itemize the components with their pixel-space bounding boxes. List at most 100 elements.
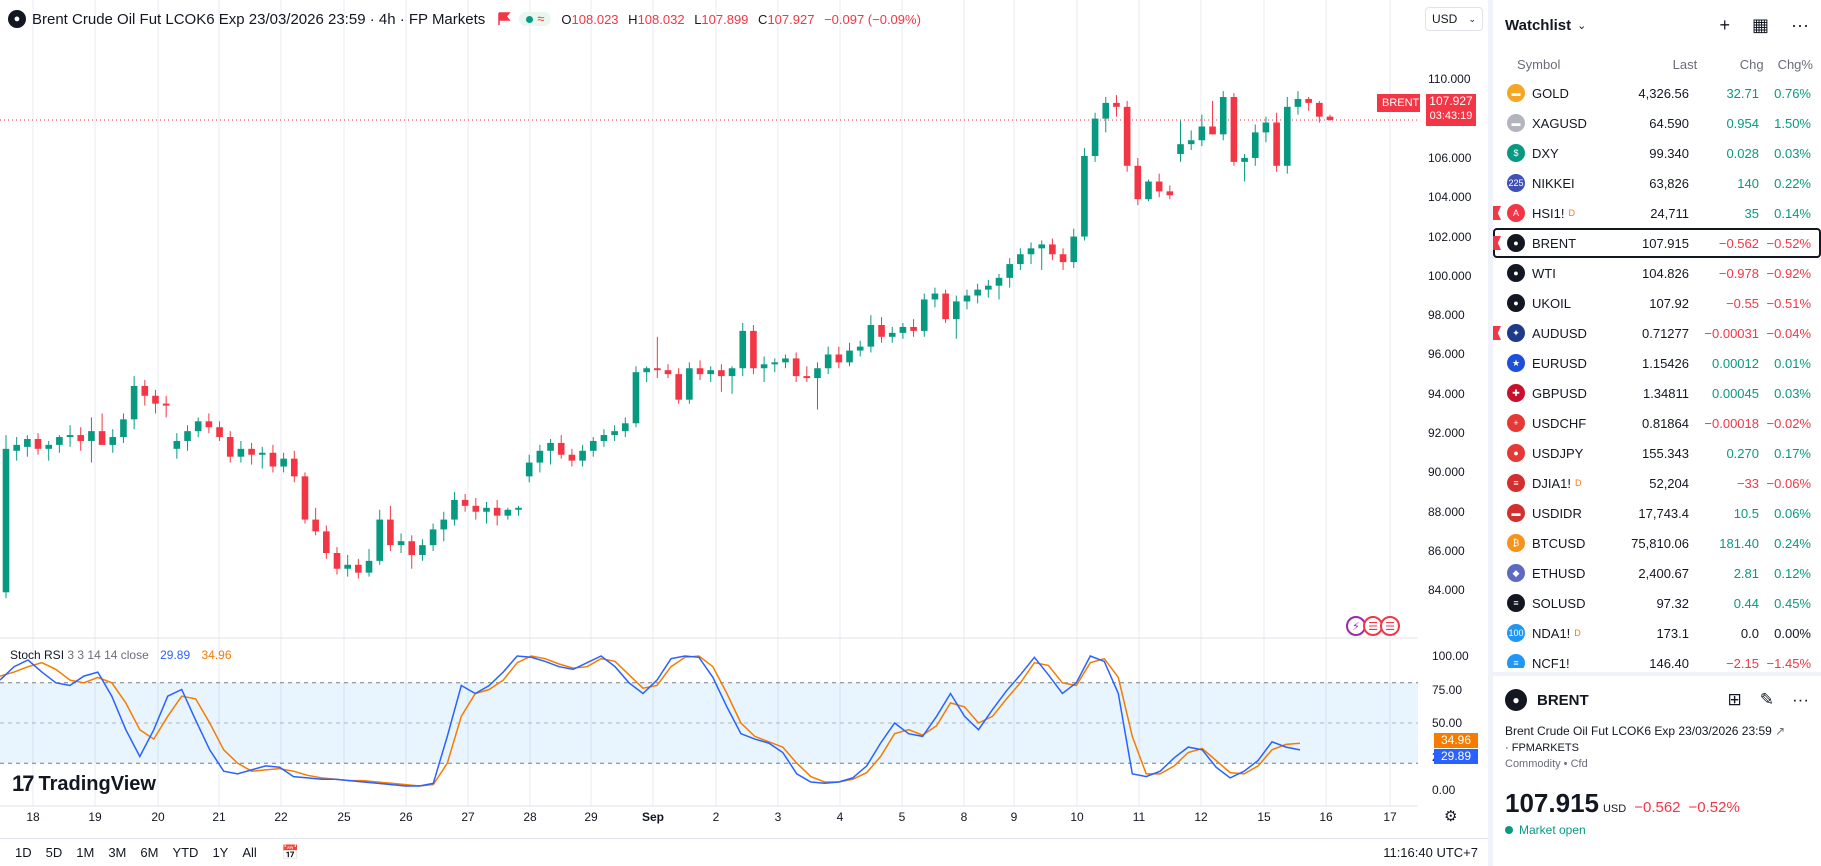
watchlist-row-wti[interactable]: ● WTI 104.826 −0.978 −0.92% <box>1493 258 1821 288</box>
chevron-down-icon[interactable]: ⌄ <box>1577 19 1587 32</box>
watchlist-row-usdchf[interactable]: + USDCHF 0.81864 −0.00018 −0.02% <box>1493 408 1821 438</box>
candle-body <box>365 560 373 573</box>
tradingview-logo[interactable]: 17 TradingView <box>12 771 156 797</box>
details-price: 107.915 <box>1505 788 1599 818</box>
advanced-view-icon[interactable]: ▦ <box>1752 14 1770 35</box>
ch-flag-icon: + <box>1507 414 1525 432</box>
candle-body <box>867 325 875 347</box>
watchlist-row-nikkei[interactable]: 225 NIKKEI 63,826 140 0.22% <box>1493 168 1821 198</box>
symbol-text: EURUSD <box>1532 355 1587 371</box>
range-button-1m[interactable]: 1M <box>76 845 95 860</box>
watchlist-symbol: 100 NDA1! D <box>1507 624 1609 642</box>
oscillator-tick: 0.00 <box>1432 783 1456 797</box>
symbol-text: GBPUSD <box>1532 385 1587 401</box>
column-last[interactable]: Last <box>1672 56 1698 72</box>
gb-flag-icon: ✚ <box>1507 384 1525 402</box>
watchlist-row-xagusd[interactable]: ▬ XAGUSD 64.590 0.954 1.50% <box>1493 108 1821 138</box>
range-button-3m[interactable]: 3M <box>108 845 127 860</box>
watchlist-row-dxy[interactable]: $ DXY 99.340 0.028 0.03% <box>1493 138 1821 168</box>
column-symbol[interactable]: Symbol <box>1517 56 1561 72</box>
market-status[interactable]: Market open <box>1493 819 1821 841</box>
details-symbol[interactable]: BRENT <box>1537 691 1589 709</box>
legend-title[interactable]: Brent Crude Oil Fut LCOK6 Exp 23/03/2026… <box>32 10 486 28</box>
more-options-icon[interactable]: ··· <box>1792 690 1809 709</box>
price-scale[interactable]: 110.000108.000106.000104.000102.000100.0… <box>1418 40 1488 640</box>
range-button-6m[interactable]: 6M <box>140 845 159 860</box>
column-chg[interactable]: Chg <box>1739 56 1764 72</box>
market-status-pill[interactable]: ≈ <box>519 12 552 26</box>
add-symbol-icon[interactable]: + <box>1719 14 1730 35</box>
watchlist-row-djia1[interactable]: ≡ DJIA1! D 52,204 −33 −0.06% <box>1493 468 1821 498</box>
candle-body <box>899 326 907 333</box>
watchlist-row-usdidr[interactable]: ▬ USDIDR 17,743.4 10.5 0.06% <box>1493 498 1821 528</box>
watchlist-row-ukoil[interactable]: ● UKOIL 107.92 −0.55 −0.51% <box>1493 288 1821 318</box>
watchlist-symbol: ≡ DJIA1! D <box>1507 474 1609 492</box>
watchlist-row-btcusd[interactable]: ₿ BTCUSD 75,810.06 181.40 0.24% <box>1493 528 1821 558</box>
details-exchange[interactable]: · FPMARKETS <box>1505 742 1579 754</box>
last-price: 4,326.56 <box>1638 85 1689 101</box>
delayed-badge: D <box>1568 208 1576 218</box>
flag-icon[interactable] <box>1493 236 1501 250</box>
watchlist-row-audusd[interactable]: ✦ AUDUSD 0.71277 −0.00031 −0.04% <box>1493 318 1821 348</box>
flag-icon[interactable] <box>1493 326 1501 340</box>
candle-body <box>45 444 53 449</box>
range-button-all[interactable]: All <box>242 845 257 860</box>
price-tick: 106.000 <box>1428 150 1472 165</box>
watchlist-symbol: ● USDJPY <box>1507 444 1609 462</box>
time-tick: 15 <box>1257 810 1271 824</box>
stoch-rsi-legend[interactable]: Stoch RSI 3 3 14 14 close 29.89 34.96 <box>10 648 232 662</box>
change-pct: 0.00% <box>1774 625 1811 641</box>
watchlist-row-gold[interactable]: ▬ GOLD 4,326.56 32.71 0.76% <box>1493 78 1821 108</box>
edit-note-icon[interactable]: ✎ <box>1759 690 1775 709</box>
watchlist-row-nda1[interactable]: 100 NDA1! D 173.1 0.0 0.00% <box>1493 618 1821 648</box>
change-pct: 0.03% <box>1774 145 1811 161</box>
clock[interactable]: 11:16:40 UTC+7 <box>1383 845 1478 860</box>
change-pct: 1.50% <box>1774 115 1811 131</box>
watchlist-title[interactable]: Watchlist <box>1505 16 1572 34</box>
silver-icon: ▬ <box>1507 114 1525 132</box>
range-button-ytd[interactable]: YTD <box>172 845 199 860</box>
watchlist-row-eurusd[interactable]: ★ EURUSD 1.15426 0.00012 0.01% <box>1493 348 1821 378</box>
indicator-name[interactable]: Stoch RSI <box>10 648 65 662</box>
candle-body <box>1059 254 1067 263</box>
candle-body <box>547 442 554 451</box>
us-event-icon-2[interactable]: ☰ <box>1380 616 1400 636</box>
chart-pane[interactable]: ● Brent Crude Oil Fut LCOK6 Exp 23/03/20… <box>0 0 1488 866</box>
candle-body <box>771 362 779 365</box>
nda-icon: 100 <box>1507 624 1525 642</box>
symbol-text: BRENT <box>1532 235 1577 251</box>
watchlist-row-solusd[interactable]: ≡ SOLUSD 97.32 0.44 0.45% <box>1493 588 1821 618</box>
details-name[interactable]: Brent Crude Oil Fut LCOK6 Exp 23/03/2026… <box>1505 724 1772 738</box>
more-options-icon[interactable]: ··· <box>1791 14 1809 35</box>
candle-body <box>536 450 544 463</box>
economic-events[interactable]: ⚡ ☰ ☰ <box>1346 616 1400 636</box>
go-to-date-icon[interactable]: 📅 <box>281 844 300 860</box>
time-axis[interactable]: 18 19 20 21 22 25 26 27 28 29 Sep 2 3 4 5 8 9 10 11 12 15 16 1… <box>0 808 1418 828</box>
range-button-5d[interactable]: 5D <box>45 845 63 860</box>
watchlist-row-hsi1[interactable]: A HSI1! D 24,711 35 0.14% <box>1493 198 1821 228</box>
candle-body <box>440 519 448 530</box>
watchlist-row-ethusd[interactable]: ◆ ETHUSD 2,400.67 2.81 0.12% <box>1493 558 1821 588</box>
last-price: 97.32 <box>1656 595 1689 611</box>
candle-body <box>515 507 522 510</box>
watchlist-row-gbpusd[interactable]: ✚ GBPUSD 1.34811 0.00045 0.03% <box>1493 378 1821 408</box>
au-flag-icon: ✦ <box>1507 324 1525 342</box>
column-chg-pct[interactable]: Chg% <box>1777 56 1813 72</box>
change-pct: 0.17% <box>1774 445 1811 461</box>
watchlist-row-usdjpy[interactable]: ● USDJPY 155.343 0.270 0.17% <box>1493 438 1821 468</box>
external-link-icon[interactable]: ↗ <box>1775 724 1786 738</box>
watchlist-row-ncf1[interactable]: ≡ NCF1! 146.40 −2.15 −1.45% <box>1493 648 1821 668</box>
gear-icon[interactable]: ⚙ <box>1444 808 1458 825</box>
currency-select[interactable]: USD ⌄ <box>1425 7 1483 31</box>
symbol-legend[interactable]: ● Brent Crude Oil Fut LCOK6 Exp 23/03/20… <box>8 8 927 30</box>
flag-icon[interactable] <box>497 12 511 26</box>
range-button-1d[interactable]: 1D <box>15 845 32 860</box>
range-button-1y[interactable]: 1Y <box>212 845 229 860</box>
flag-icon[interactable] <box>1493 206 1501 220</box>
us-event-icon[interactable]: ☰ <box>1363 616 1383 636</box>
watchlist-row-brent[interactable]: ● BRENT 107.915 −0.562 −0.52% <box>1493 228 1821 258</box>
chart-canvas[interactable] <box>0 0 1418 838</box>
panel-divider[interactable] <box>1488 0 1493 866</box>
layout-icon[interactable]: ⊞ <box>1727 690 1742 709</box>
